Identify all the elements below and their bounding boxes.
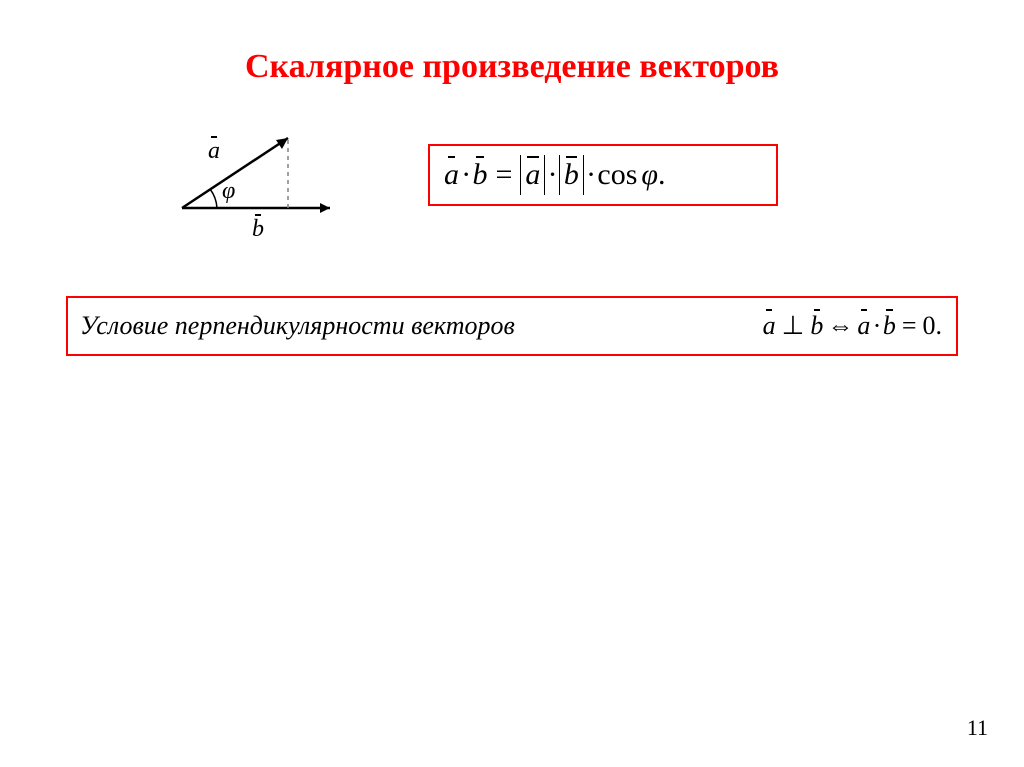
- f2-zero: 0: [923, 311, 936, 341]
- dot-icon: ·: [870, 311, 883, 341]
- f1-phi: φ: [637, 158, 658, 192]
- dot-icon: ·: [545, 158, 559, 192]
- diagram-label-b: b: [252, 216, 264, 243]
- f2-b2: b: [883, 311, 896, 341]
- perp-icon: ⊥: [776, 311, 811, 341]
- perpendicularity-label: Условие перпендикулярности векторов: [68, 311, 525, 341]
- dot-icon: ·: [459, 158, 473, 192]
- dot-product-formula-box: a · b = a · b · cos φ .: [428, 144, 778, 206]
- f1-a2: a: [521, 158, 544, 192]
- perpendicularity-box: Условие перпендикулярности векторов a ⊥ …: [66, 296, 958, 356]
- f2-a1: a: [763, 311, 776, 341]
- dot-product-formula: a · b = a · b · cos φ .: [430, 155, 680, 195]
- page-number: 11: [967, 715, 988, 741]
- dot-icon: ·: [584, 158, 598, 192]
- f2-b1: b: [810, 311, 823, 341]
- f2-a2: a: [857, 311, 870, 341]
- f1-b2: b: [560, 158, 583, 192]
- iff-icon: ⇔: [823, 311, 857, 341]
- f1-cos: cos: [597, 158, 637, 192]
- f1-period: .: [658, 158, 666, 192]
- equals-icon: =: [896, 311, 923, 341]
- perpendicularity-formula: a ⊥ b ⇔ a · b = 0 .: [763, 311, 956, 341]
- vector-diagram: a φ b: [170, 126, 360, 246]
- diagram-label-a: a: [208, 138, 220, 165]
- slide-title: Скалярное произведение векторов: [0, 48, 1024, 86]
- f1-a1: a: [444, 158, 459, 192]
- diagram-label-phi: φ: [222, 178, 235, 205]
- f1-b1: b: [473, 158, 488, 192]
- equals-icon: =: [488, 158, 521, 192]
- f2-period: .: [936, 311, 943, 341]
